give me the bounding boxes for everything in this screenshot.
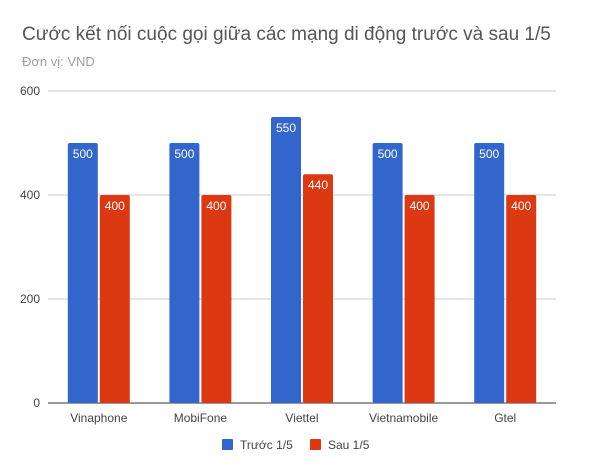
bar	[506, 195, 537, 403]
x-tick-label: MobiFone	[174, 411, 228, 425]
bar	[169, 143, 200, 403]
legend-label: Trước 1/5	[240, 438, 293, 452]
data-label: 500	[378, 147, 398, 161]
y-tick-label: 0	[33, 396, 40, 410]
data-label: 400	[105, 199, 125, 213]
legend-swatch	[310, 439, 321, 450]
data-label: 500	[174, 147, 194, 161]
bar	[67, 143, 98, 403]
data-label: 550	[276, 121, 296, 135]
bar	[474, 143, 505, 403]
x-tick-label: Gtel	[494, 411, 516, 425]
bar	[372, 143, 403, 403]
chart-subtitle: Đơn vị: VND	[22, 54, 95, 69]
data-label: 440	[308, 178, 328, 192]
chart-title: Cước kết nối cuộc gọi giữa các mạng di đ…	[22, 24, 551, 45]
bar	[404, 195, 435, 403]
y-tick-label: 200	[20, 292, 40, 306]
x-tick-label: Viettel	[285, 411, 318, 425]
legend-label: Sau 1/5	[328, 438, 370, 452]
legend-swatch	[222, 439, 233, 450]
x-tick-label: Vinaphone	[70, 411, 127, 425]
data-label: 400	[206, 199, 226, 213]
y-tick-label: 600	[20, 84, 40, 98]
x-tick-label: Vietnamobile	[369, 411, 438, 425]
bar	[99, 195, 130, 403]
bar	[303, 174, 333, 403]
data-label: 400	[511, 199, 531, 213]
data-label: 400	[410, 199, 430, 213]
bar	[271, 117, 301, 403]
data-label: 500	[73, 147, 93, 161]
y-tick-label: 400	[20, 188, 40, 202]
bar	[201, 195, 232, 403]
data-label: 500	[479, 147, 499, 161]
